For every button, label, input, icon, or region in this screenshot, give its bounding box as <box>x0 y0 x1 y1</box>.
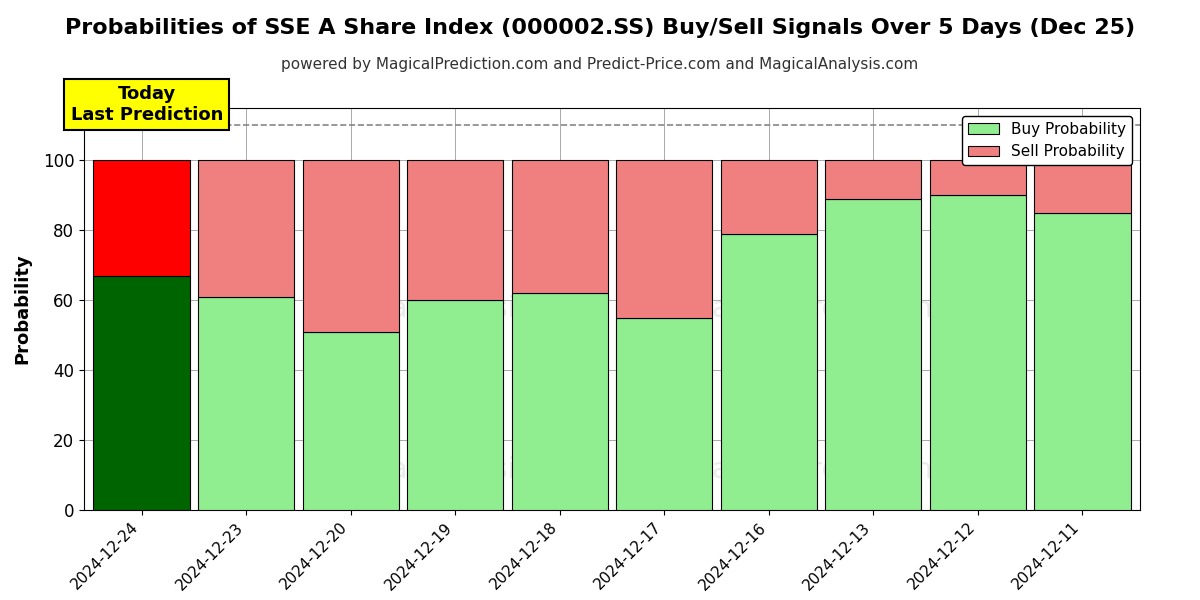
Bar <box>826 160 922 199</box>
Bar <box>616 160 713 318</box>
Bar <box>302 332 398 510</box>
Bar <box>930 196 1026 510</box>
Bar <box>94 160 190 276</box>
Bar <box>511 293 608 510</box>
Bar <box>511 160 608 293</box>
Bar <box>198 160 294 297</box>
Y-axis label: Probability: Probability <box>13 254 31 364</box>
Bar <box>302 160 398 332</box>
Bar <box>721 160 817 234</box>
Bar <box>1034 213 1130 510</box>
Bar <box>616 318 713 510</box>
Bar <box>721 234 817 510</box>
Legend: Buy Probability, Sell Probability: Buy Probability, Sell Probability <box>962 116 1133 166</box>
Text: Today
Last Prediction: Today Last Prediction <box>71 85 223 124</box>
Bar <box>198 297 294 510</box>
Text: MagicalPrediction.com: MagicalPrediction.com <box>688 295 1001 323</box>
Bar <box>1034 160 1130 213</box>
Bar <box>407 300 503 510</box>
Text: MagicalAnalysis.com: MagicalAnalysis.com <box>310 456 598 484</box>
Bar <box>94 276 190 510</box>
Text: powered by MagicalPrediction.com and Predict-Price.com and MagicalAnalysis.com: powered by MagicalPrediction.com and Pre… <box>281 57 919 72</box>
Text: MagicalPrediction.com: MagicalPrediction.com <box>688 456 1001 484</box>
Bar <box>930 160 1026 196</box>
Bar <box>826 199 922 510</box>
Text: MagicalAnalysis.com: MagicalAnalysis.com <box>310 295 598 323</box>
Text: Probabilities of SSE A Share Index (000002.SS) Buy/Sell Signals Over 5 Days (Dec: Probabilities of SSE A Share Index (0000… <box>65 18 1135 38</box>
Bar <box>407 160 503 300</box>
